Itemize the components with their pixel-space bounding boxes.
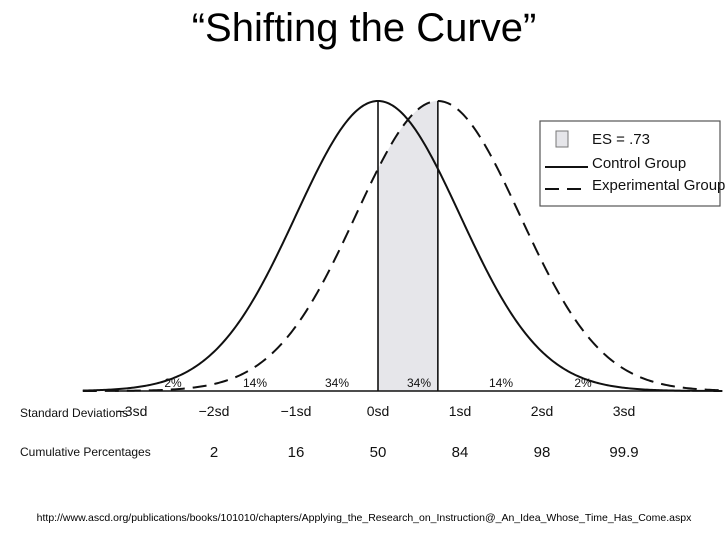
sd-tick-label: −1sd xyxy=(281,403,312,419)
cumulative-percentages-row-label: Cumulative Percentages xyxy=(20,445,151,459)
band-percent-label: 14% xyxy=(489,376,513,390)
effect-size-shading xyxy=(378,101,438,391)
legend-control-label: Control Group xyxy=(592,155,686,172)
cumulative-percentage-label: 50 xyxy=(370,444,387,461)
band-percent-label: 2% xyxy=(574,376,592,390)
sd-tick-label: 1sd xyxy=(449,403,472,419)
legend-box xyxy=(539,120,721,207)
sd-tick-label: −2sd xyxy=(199,403,230,419)
band-percent-label: 34% xyxy=(407,376,431,390)
legend-experimental-label: Experimental Group xyxy=(592,177,725,194)
slide-title: “Shifting the Curve” xyxy=(191,6,537,50)
legend-es-swatch xyxy=(555,130,569,148)
band-percent-label: 14% xyxy=(243,376,267,390)
legend-es-label: ES = .73 xyxy=(592,131,650,148)
cumulative-percentage-label: 16 xyxy=(288,444,305,461)
sd-tick-label: 3sd xyxy=(613,403,636,419)
cumulative-percentage-label: 98 xyxy=(534,444,551,461)
sd-tick-label: 0sd xyxy=(367,403,390,419)
cumulative-percentage-label: 99.9 xyxy=(609,444,638,461)
cumulative-percentage-label: 84 xyxy=(452,444,469,461)
control-group-curve xyxy=(82,99,723,392)
band-percent-label: 34% xyxy=(325,376,349,390)
cumulative-percentage-label: 2 xyxy=(210,444,218,461)
standard-deviations-row-label: Standard Deviations xyxy=(20,406,128,420)
source-url: http://www.ascd.org/publications/books/1… xyxy=(36,512,692,524)
sd-tick-label: 2sd xyxy=(531,403,554,419)
sd-tick-label: −3sd xyxy=(117,403,148,419)
band-percent-label: 2% xyxy=(164,376,182,390)
